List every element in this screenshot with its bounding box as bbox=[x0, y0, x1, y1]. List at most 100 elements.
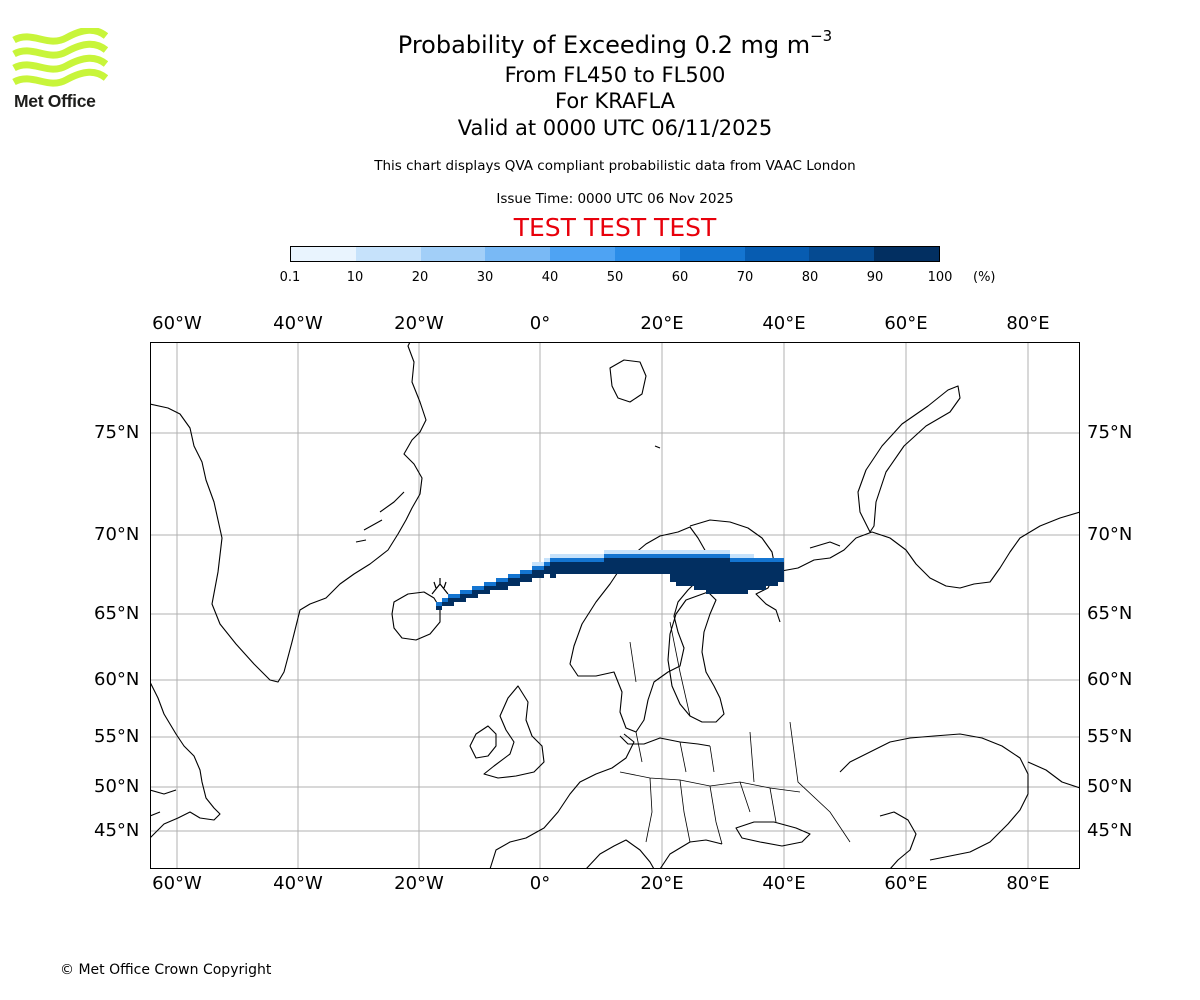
plume-fringe-cell bbox=[652, 550, 658, 554]
plume-edge-cell bbox=[610, 554, 616, 558]
colorbar-segment bbox=[679, 247, 745, 261]
plume-fringe-cell bbox=[610, 550, 616, 554]
plume-fringe-cell bbox=[586, 554, 592, 558]
plume-edge-cell bbox=[592, 558, 598, 562]
latitude-label: 75°N bbox=[1087, 422, 1133, 443]
colorbar-tick-label: 30 bbox=[476, 270, 494, 285]
plume-edge-cell bbox=[484, 582, 490, 586]
plume-edge-cell bbox=[754, 558, 760, 562]
plume-edge-cell bbox=[490, 582, 496, 586]
plume-edge-cell bbox=[448, 594, 454, 598]
plume-core-cell bbox=[496, 582, 502, 590]
colorbar-unit: (%) bbox=[973, 270, 996, 285]
plume-core-cell bbox=[550, 562, 556, 578]
copyright-notice: © Met Office Crown Copyright bbox=[60, 962, 272, 978]
plume-core-cell bbox=[508, 578, 514, 586]
colorbar-segment bbox=[420, 247, 486, 261]
plume-fringe-cell bbox=[532, 562, 538, 566]
plume-edge-cell bbox=[544, 562, 550, 566]
plume-edge-cell bbox=[748, 558, 754, 562]
colorbar-tick-label: 40 bbox=[541, 270, 559, 285]
plume-fringe-cell bbox=[730, 554, 736, 558]
plume-core-cell bbox=[706, 558, 712, 594]
plume-core-cell bbox=[742, 562, 748, 594]
plume-edge-cell bbox=[628, 554, 634, 558]
plume-edge-cell bbox=[502, 578, 508, 582]
plume-edge-cell bbox=[700, 554, 706, 558]
plume-edge-cell bbox=[694, 554, 700, 558]
longitude-label: 0° bbox=[529, 313, 551, 334]
latitude-label: 75°N bbox=[94, 422, 140, 443]
longitude-label: 40°E bbox=[762, 873, 806, 894]
plume-edge-cell bbox=[772, 558, 778, 562]
longitude-label: 20°W bbox=[394, 873, 444, 894]
plume-core-cell bbox=[610, 558, 616, 574]
plume-edge-cell bbox=[436, 602, 442, 606]
plume-edge-cell bbox=[604, 554, 610, 558]
plume-edge-cell bbox=[514, 574, 520, 578]
colorbar-segment bbox=[744, 247, 810, 261]
longitude-label: 20°E bbox=[640, 313, 684, 334]
plume-fringe-cell bbox=[706, 550, 712, 554]
plume-edge-cell bbox=[760, 558, 766, 562]
plume-edge-cell bbox=[508, 574, 514, 578]
plume-edge-cell bbox=[634, 554, 640, 558]
plume-edge-cell bbox=[736, 558, 742, 562]
plume-core-cell bbox=[568, 562, 574, 574]
colorbar-segment bbox=[291, 247, 356, 261]
longitude-label: 20°E bbox=[640, 873, 684, 894]
longitude-label: 80°E bbox=[1006, 873, 1050, 894]
plume-core-cell bbox=[658, 558, 664, 574]
plume-fringe-cell bbox=[550, 554, 556, 558]
plume-edge-cell bbox=[718, 554, 724, 558]
plume-core-cell bbox=[688, 558, 694, 586]
svalbard-coast bbox=[609, 359, 647, 403]
plume-fringe-cell bbox=[562, 554, 568, 558]
plume-core-cell bbox=[634, 558, 640, 574]
met-office-wave-logo-icon bbox=[12, 26, 109, 87]
plume-fringe-cell bbox=[616, 550, 622, 554]
plume-core-cell bbox=[622, 558, 628, 574]
colorbar-tick-label: 70 bbox=[736, 270, 754, 285]
ash-plume bbox=[436, 550, 784, 610]
plume-core-cell bbox=[736, 562, 742, 594]
latitude-label: 70°N bbox=[1087, 524, 1133, 545]
longitude-label: 80°E bbox=[1006, 313, 1050, 334]
plume-edge-cell bbox=[706, 554, 712, 558]
plume-edge-cell bbox=[472, 586, 478, 590]
plume-fringe-cell bbox=[688, 550, 694, 554]
plume-fringe-cell bbox=[640, 550, 646, 554]
plume-fringe-cell bbox=[694, 550, 700, 554]
plume-fringe-cell bbox=[664, 550, 670, 554]
greenland-coast bbox=[150, 342, 427, 683]
latitude-label: 60°N bbox=[94, 669, 140, 690]
map-frame bbox=[150, 342, 1080, 869]
plume-core-cell bbox=[598, 562, 604, 574]
longitude-label: 40°W bbox=[273, 873, 323, 894]
plume-fringe-cell bbox=[580, 554, 586, 558]
plume-core-cell bbox=[730, 562, 736, 594]
plume-fringe-cell bbox=[736, 554, 742, 558]
longitude-label: 60°E bbox=[884, 873, 928, 894]
plume-fringe-cell bbox=[544, 558, 550, 562]
baltic-coast bbox=[667, 591, 725, 723]
plume-core-cell bbox=[682, 558, 688, 586]
plume-core-cell bbox=[544, 566, 550, 574]
plume-edge-cell bbox=[442, 598, 448, 602]
plume-edge-cell bbox=[652, 554, 658, 558]
plume-fringe-cell bbox=[622, 550, 628, 554]
plume-fringe-cell bbox=[718, 550, 724, 554]
graticule bbox=[150, 342, 1080, 869]
plume-fringe-cell bbox=[742, 554, 748, 558]
plume-core-cell bbox=[586, 562, 592, 574]
plume-core-cell bbox=[670, 558, 676, 582]
colorbar-tick-label: 20 bbox=[411, 270, 429, 285]
colorbar-tick-label: 0.1 bbox=[279, 270, 301, 285]
logo-wave-4 bbox=[12, 68, 109, 87]
plume-fringe-cell bbox=[724, 550, 730, 554]
plume-fringe-cell bbox=[634, 550, 640, 554]
latitude-label: 50°N bbox=[1087, 776, 1133, 797]
plume-edge-cell bbox=[766, 558, 772, 562]
plume-core-cell bbox=[532, 570, 538, 578]
plume-core-cell bbox=[628, 558, 634, 574]
